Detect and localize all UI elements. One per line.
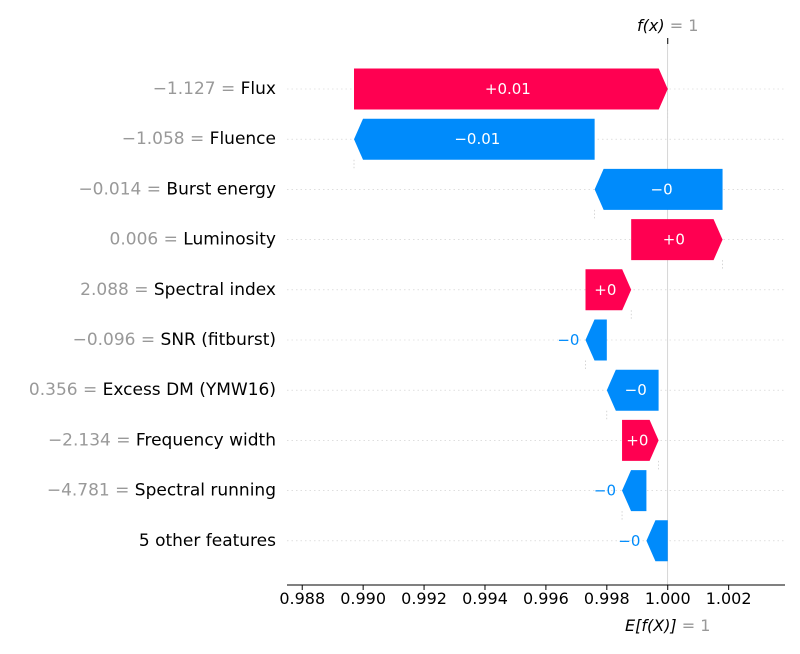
- bar-frequency-width: [622, 419, 659, 461]
- feature-value: −1.127 =: [153, 79, 241, 99]
- feature-value: −0.014 =: [78, 179, 166, 199]
- feature-name: Burst energy: [166, 179, 276, 199]
- feature-name: Spectral index: [154, 280, 276, 300]
- feature-name: Fluence: [210, 129, 276, 149]
- fx-name: f(x): [637, 16, 665, 35]
- bar-value-label: −0: [625, 381, 647, 399]
- x-tick-label: 0.996: [523, 589, 569, 608]
- feature-name: Frequency width: [136, 430, 276, 450]
- bar-burst-energy: [594, 168, 723, 210]
- feature-value: 0.006 =: [110, 230, 184, 250]
- bar-snr-fitburst-: [585, 319, 607, 361]
- bar-flux: [354, 68, 668, 110]
- expected-value-value: = 1: [677, 616, 711, 635]
- bar-5-other-features: [646, 520, 668, 562]
- bar-spectral-index: [585, 269, 632, 311]
- bar-excess-dm-ymw16-: [606, 369, 659, 411]
- feature-name: SNR (fitburst): [161, 330, 276, 350]
- feature-name: Flux: [241, 79, 276, 99]
- bar-fluence: [354, 118, 595, 160]
- feature-label: −2.134 = Frequency width: [48, 430, 276, 450]
- feature-label: −0.014 = Burst energy: [78, 179, 276, 199]
- feature-label: 2.088 = Spectral index: [80, 280, 276, 300]
- feature-label: −1.127 = Flux: [153, 79, 276, 99]
- fx-value: = 1: [665, 16, 699, 35]
- feature-value: −0.096 =: [73, 330, 161, 350]
- expected-value-label: E[f(X)] = 1: [625, 616, 710, 635]
- bar-value-label: +0: [626, 431, 648, 449]
- bar-spectral-running: [622, 470, 647, 512]
- bar-value-label: −0: [651, 180, 673, 198]
- feature-name: 5 other features: [139, 531, 276, 551]
- x-tick-label: 0.990: [340, 589, 386, 608]
- bar-value-label: −0: [594, 482, 616, 500]
- feature-name: Excess DM (YMW16): [103, 380, 276, 400]
- bar-value-label: +0.01: [485, 80, 531, 98]
- x-tick-label: 0.994: [462, 589, 508, 608]
- x-tick-label: 0.992: [401, 589, 447, 608]
- feature-name: Luminosity: [183, 230, 276, 250]
- fx-label: f(x) = 1: [637, 16, 698, 35]
- bar-luminosity: [631, 219, 723, 261]
- feature-label: −0.096 = SNR (fitburst): [73, 330, 276, 350]
- bar-value-label: +0: [594, 281, 616, 299]
- x-tick-label: 1.002: [706, 589, 752, 608]
- feature-value: −1.058 =: [122, 129, 210, 149]
- x-tick-label: 0.988: [279, 589, 325, 608]
- feature-value: 0.356 =: [29, 380, 103, 400]
- feature-label: 0.006 = Luminosity: [110, 230, 276, 250]
- feature-value: −4.781 =: [47, 481, 135, 501]
- feature-value: 2.088 =: [80, 280, 154, 300]
- feature-label: 0.356 = Excess DM (YMW16): [29, 380, 276, 400]
- bar-value-label: +0: [663, 231, 685, 249]
- feature-value: −2.134 =: [48, 430, 136, 450]
- feature-label: −1.058 = Fluence: [122, 129, 276, 149]
- bar-value-label: −0: [618, 532, 640, 550]
- bar-value-label: −0.01: [454, 130, 500, 148]
- expected-value-name: E[f(X)]: [625, 616, 677, 635]
- x-tick-label: 0.998: [584, 589, 630, 608]
- bar-value-label: −0: [557, 331, 579, 349]
- feature-label: −4.781 = Spectral running: [47, 481, 276, 501]
- feature-name: Spectral running: [135, 481, 276, 501]
- x-tick-label: 1.000: [645, 589, 691, 608]
- feature-label: 5 other features: [139, 531, 276, 551]
